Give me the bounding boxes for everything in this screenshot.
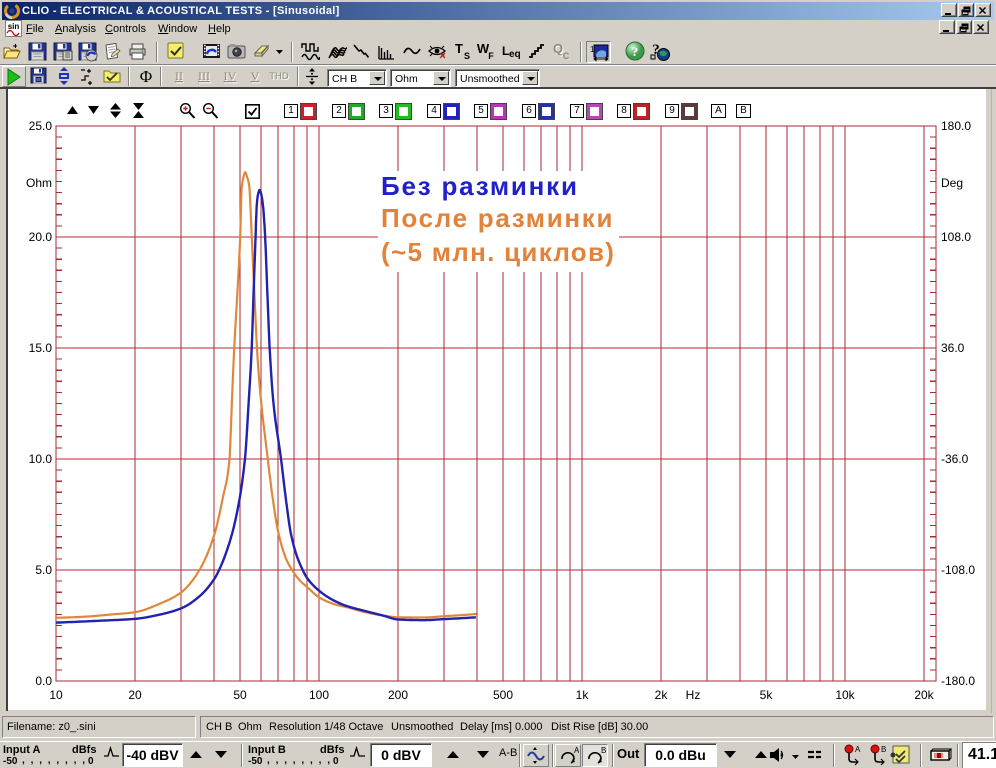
svg-text:IV: IV [224, 69, 237, 83]
svg-text:A: A [855, 745, 861, 754]
svg-text:25.0: 25.0 [29, 119, 53, 133]
svg-text:B: B [881, 745, 886, 754]
svg-text:Q: Q [554, 42, 564, 57]
svg-text:,: , [39, 755, 42, 766]
svg-text:Ohm: Ohm [26, 176, 52, 190]
svg-text:-108.0: -108.0 [941, 563, 975, 577]
svg-text:20k: 20k [914, 688, 934, 702]
svg-text:2k: 2k [655, 688, 669, 702]
svg-text:,: , [327, 755, 330, 766]
svg-text:Φ: Φ [140, 67, 152, 86]
svg-text:5.0: 5.0 [35, 563, 52, 577]
svg-text:500: 500 [493, 688, 513, 702]
svg-text:IV: IV [225, 70, 238, 84]
svg-text:V: V [252, 70, 261, 84]
svg-text:-50: -50 [248, 756, 263, 767]
svg-text:Hz: Hz [686, 688, 701, 702]
svg-text:10k: 10k [835, 688, 855, 702]
svg-text:5k: 5k [760, 688, 774, 702]
svg-text:После разминки: После разминки [381, 203, 614, 233]
svg-text:,: , [267, 755, 270, 766]
svg-text:S: S [464, 51, 470, 61]
svg-text:,: , [284, 755, 287, 766]
svg-text:,: , [31, 755, 34, 766]
svg-text:V: V [251, 69, 260, 83]
svg-text:-36.0: -36.0 [941, 452, 969, 466]
svg-text:50: 50 [233, 688, 247, 702]
svg-text:Deg: Deg [941, 176, 963, 190]
svg-text:20: 20 [128, 688, 142, 702]
svg-text:15.0: 15.0 [29, 341, 53, 355]
svg-text:-180.0: -180.0 [941, 674, 975, 688]
svg-text:F: F [488, 51, 494, 61]
svg-text:,: , [301, 755, 304, 766]
svg-text:108.0: 108.0 [941, 230, 971, 244]
svg-text:1k: 1k [576, 688, 590, 702]
svg-text:200: 200 [388, 688, 408, 702]
svg-text:THD: THD [270, 72, 289, 83]
svg-text:L: L [502, 44, 509, 58]
svg-text:,: , [293, 755, 296, 766]
svg-text:,: , [22, 755, 25, 766]
svg-text:,: , [319, 755, 322, 766]
svg-text:-50: -50 [3, 756, 18, 767]
svg-text:THD: THD [269, 71, 289, 82]
svg-text:?: ? [652, 42, 660, 58]
svg-text:III: III [198, 69, 210, 83]
svg-text:,: , [65, 755, 68, 766]
svg-text:eq: eq [509, 49, 521, 60]
svg-text:36.0: 36.0 [941, 341, 965, 355]
svg-text:C: C [563, 51, 570, 61]
svg-text:T: T [455, 42, 463, 56]
svg-text:,: , [48, 755, 51, 766]
svg-text:0: 0 [88, 756, 94, 767]
svg-text:,: , [276, 755, 279, 766]
svg-text:(~5 млн. циклов): (~5 млн. циклов) [381, 237, 615, 267]
svg-text:,: , [310, 755, 313, 766]
svg-text:1: 1 [590, 45, 595, 54]
svg-text:?: ? [632, 44, 639, 59]
svg-text:Q: Q [553, 42, 563, 56]
svg-text:B: B [601, 746, 606, 755]
svg-text:,: , [56, 755, 59, 766]
svg-text:0: 0 [333, 756, 339, 767]
svg-text:,: , [74, 755, 77, 766]
svg-text:sin: sin [8, 22, 20, 31]
svg-text:A: A [574, 746, 579, 755]
svg-text:II: II [176, 70, 184, 84]
svg-text:100: 100 [309, 688, 329, 702]
svg-text:0.0: 0.0 [35, 674, 52, 688]
svg-text:II: II [175, 69, 183, 83]
svg-text:20.0: 20.0 [29, 230, 53, 244]
svg-text:,: , [82, 755, 85, 766]
svg-text:10.0: 10.0 [29, 452, 53, 466]
svg-text:III: III [199, 70, 211, 84]
svg-text:Без разминки: Без разминки [381, 171, 579, 201]
svg-text:W: W [477, 42, 490, 56]
svg-text:180.0: 180.0 [941, 119, 971, 133]
svg-text:10: 10 [49, 688, 63, 702]
